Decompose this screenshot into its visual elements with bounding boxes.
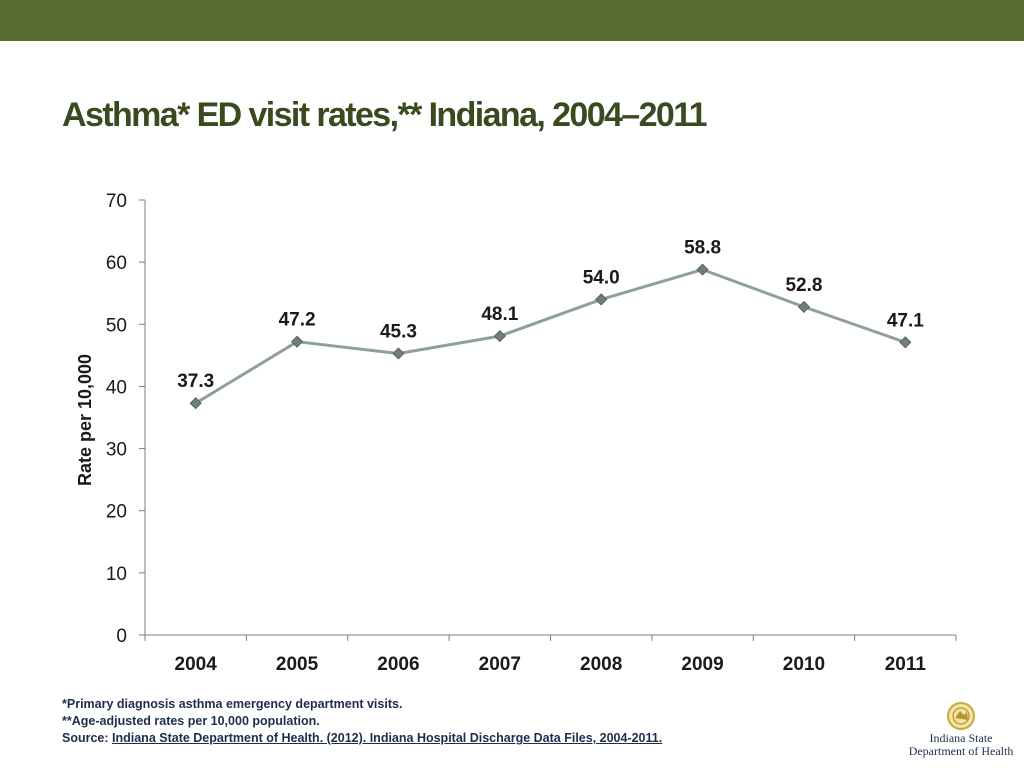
y-tick-label: 70 — [106, 191, 127, 212]
logo-line-1: Indiana State — [929, 731, 993, 745]
x-tick-label: 2009 — [681, 654, 723, 675]
footnote-primary-diagnosis: *Primary diagnosis asthma emergency depa… — [62, 697, 403, 711]
data-point — [696, 263, 709, 276]
data-label: 58.8 — [684, 238, 721, 259]
x-tick-label: 2008 — [580, 654, 622, 675]
data-point — [290, 335, 304, 348]
isdh-logo: Indiana State Department of Health — [906, 700, 1016, 760]
y-tick-label: 10 — [106, 564, 127, 585]
x-axis: 2004 2005 2006 2007 2008 2009 2010 2011 — [144, 634, 957, 675]
data-label: 47.1 — [887, 310, 924, 331]
data-point — [899, 336, 912, 349]
footnotes: *Primary diagnosis asthma emergency depa… — [62, 696, 662, 747]
x-tick-label: 2005 — [276, 654, 319, 675]
y-tick-label: 30 — [106, 440, 127, 461]
x-tick-label: 2007 — [479, 654, 521, 675]
x-tick-label: 2010 — [783, 654, 825, 675]
data-label: 37.3 — [177, 371, 214, 392]
y-tick-label: 60 — [106, 253, 127, 274]
data-point — [797, 300, 811, 313]
y-tick-label: 0 — [116, 626, 127, 647]
y-tick-label: 50 — [106, 315, 127, 336]
data-point — [493, 330, 506, 343]
slide-title: Asthma* ED visit rates,** Indiana, 2004–… — [62, 96, 708, 134]
source-link[interactable]: Indiana State Department of Health. (201… — [112, 731, 663, 745]
data-point — [189, 397, 202, 410]
data-label: 47.2 — [279, 310, 316, 331]
source-prefix: Source: — [62, 731, 113, 745]
data-label: 54.0 — [583, 267, 620, 288]
top-banner — [0, 0, 1024, 41]
data-label: 52.8 — [785, 275, 822, 296]
series-line — [194, 268, 906, 405]
y-axis: 0 10 20 30 40 50 60 70 — [106, 191, 146, 647]
data-point — [595, 293, 608, 306]
data-label: 48.1 — [481, 304, 518, 325]
seal-icon — [947, 702, 975, 730]
x-tick-label: 2004 — [175, 654, 218, 675]
footnote-source: Source: Indiana State Department of Heal… — [62, 730, 662, 747]
x-tick-label: 2006 — [377, 654, 419, 675]
y-tick-label: 40 — [106, 377, 127, 398]
data-label: 45.3 — [380, 321, 417, 342]
series: 37.3 47.2 45.3 48.1 54.0 58.8 52.8 47.1 — [177, 238, 924, 410]
x-tick-label: 2011 — [885, 654, 927, 675]
data-point — [392, 347, 405, 360]
y-axis-title: Rate per 10,000 — [75, 354, 95, 486]
logo-line-2: Department of Health — [908, 744, 1014, 758]
y-tick-label: 20 — [106, 502, 127, 523]
footnote-age-adjusted: **Age-adjusted rates per 10,000 populati… — [62, 714, 320, 728]
